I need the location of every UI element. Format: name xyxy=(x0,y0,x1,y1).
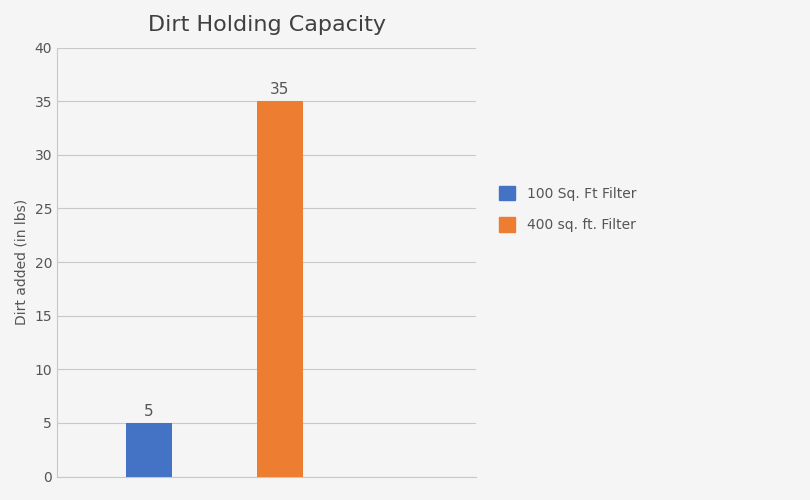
Legend: 100 Sq. Ft Filter, 400 sq. ft. Filter: 100 Sq. Ft Filter, 400 sq. ft. Filter xyxy=(488,174,647,243)
Text: 35: 35 xyxy=(271,82,289,97)
Y-axis label: Dirt added (in lbs): Dirt added (in lbs) xyxy=(15,199,29,325)
Title: Dirt Holding Capacity: Dirt Holding Capacity xyxy=(147,15,386,35)
Bar xyxy=(126,423,172,476)
Text: 5: 5 xyxy=(144,404,154,418)
Bar xyxy=(257,102,303,476)
